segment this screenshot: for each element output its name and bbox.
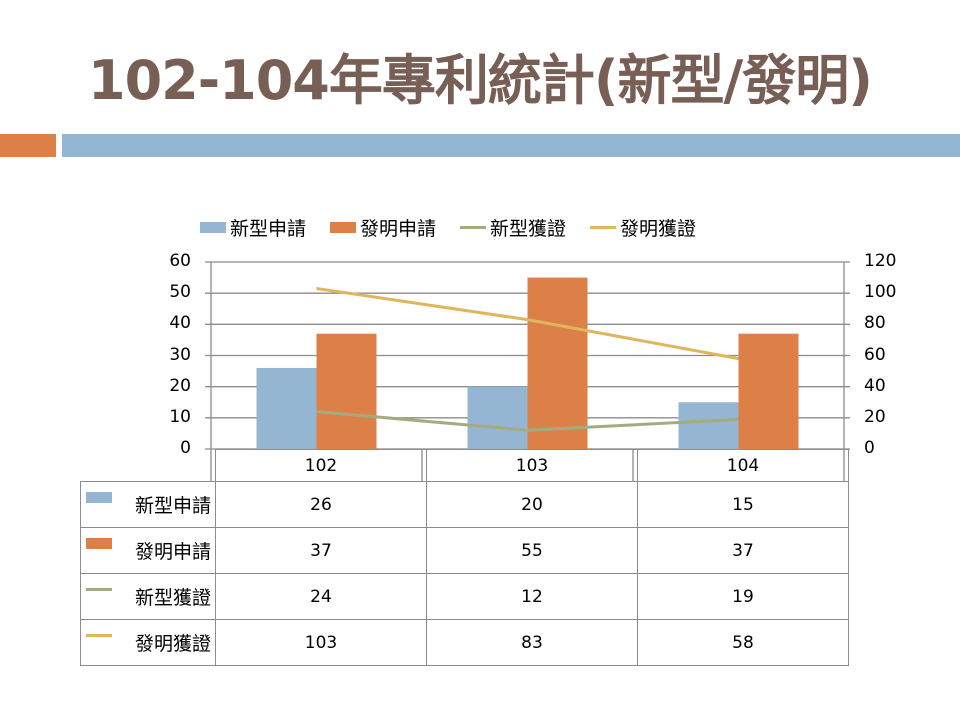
table-header-cell: 103 (426, 449, 638, 482)
title-underline-band (62, 134, 960, 157)
table-cell: 58 (637, 619, 849, 666)
table-cell: 55 (426, 527, 638, 574)
bar-swatch-icon (200, 221, 226, 233)
bar-swatch-icon (330, 221, 357, 233)
table-header-row: 102 103 104 (80, 449, 849, 482)
table-header-cell: 102 (215, 449, 427, 482)
accent-bar (0, 134, 56, 157)
bar (256, 367, 317, 449)
table-row: 發明獲證 103 83 58 (80, 619, 849, 666)
table-row: 新型獲證 24 12 19 (80, 573, 849, 620)
left-axis-tick: 0 (180, 438, 191, 458)
table-row-label: 新型申請 (80, 481, 216, 528)
row-label-text: 新型申請 (134, 495, 211, 517)
table-cell: 12 (426, 573, 638, 620)
line-series (316, 287, 739, 432)
table-cell: 37 (637, 527, 849, 574)
line-swatch-icon (590, 225, 617, 229)
bar (738, 333, 799, 449)
right-axis-tick: 120 (864, 251, 897, 271)
right-axis-tick: 60 (864, 344, 886, 365)
table-cell: 37 (215, 527, 427, 574)
legend-item-invention-grants: 發明獲證 (590, 214, 696, 241)
table-cell: 19 (637, 573, 849, 620)
legend-item-utility-applications: 新型申請 (200, 214, 306, 241)
table-cell: 83 (426, 619, 638, 666)
table-cell: 26 (215, 481, 427, 528)
table-row-label: 發明申請 (80, 527, 216, 574)
right-axis-tick: 0 (864, 438, 875, 458)
table-row-label: 發明獲證 (80, 619, 216, 666)
table-cell: 20 (426, 481, 638, 528)
right-axis-tick: 100 (864, 282, 897, 303)
legend-item-utility-grants: 新型獲證 (460, 214, 566, 241)
bar (678, 402, 739, 449)
left-axis-tick: 10 (169, 406, 191, 427)
bar (527, 277, 588, 449)
left-axis-tick: 60 (169, 251, 191, 271)
right-axis-tick: 20 (864, 406, 886, 427)
legend-label: 新型獲證 (490, 217, 567, 240)
chart-legend: 新型申請 發明申請 新型獲證 發明獲證 (200, 214, 720, 240)
table-cell: 15 (637, 481, 849, 528)
table-cell: 24 (215, 573, 427, 620)
bar-swatch-icon (86, 492, 112, 503)
table-corner (80, 449, 216, 482)
table-row-label: 新型獲證 (80, 573, 216, 620)
table-header-cell: 104 (637, 449, 849, 482)
left-axis-tick: 30 (169, 344, 191, 365)
bar-series (256, 277, 799, 449)
row-label-text: 新型獲證 (134, 587, 211, 609)
page-title: 102-104年專利統計(新型/發明) (88, 49, 873, 112)
legend-label: 新型申請 (230, 217, 307, 240)
legend-item-invention-applications: 發明申請 (330, 214, 436, 241)
table-row: 發明申請 37 55 37 (80, 527, 849, 574)
bar (467, 386, 528, 449)
line-swatch-icon (86, 588, 112, 591)
table-cell: 103 (215, 619, 427, 666)
legend-label: 發明申請 (360, 217, 437, 240)
row-label-text: 發明獲證 (134, 633, 211, 655)
left-axis-tick: 40 (169, 313, 191, 334)
data-table: 102 103 104 新型申請 26 20 15 發明申請 37 55 37 … (80, 449, 849, 666)
legend-label: 發明獲證 (620, 217, 697, 240)
series-line (316, 410, 739, 432)
line-swatch-icon (460, 225, 487, 229)
right-axis-tick: 40 (864, 375, 886, 396)
bar-swatch-icon (86, 538, 112, 549)
row-label-text: 發明申請 (134, 541, 211, 563)
left-axis-tick: 50 (169, 282, 191, 303)
bar (316, 333, 377, 449)
table-row: 新型申請 26 20 15 (80, 481, 849, 528)
series-line (316, 287, 739, 361)
left-axis-tick: 20 (169, 375, 191, 396)
line-swatch-icon (86, 634, 112, 637)
right-axis-tick: 80 (864, 313, 886, 334)
